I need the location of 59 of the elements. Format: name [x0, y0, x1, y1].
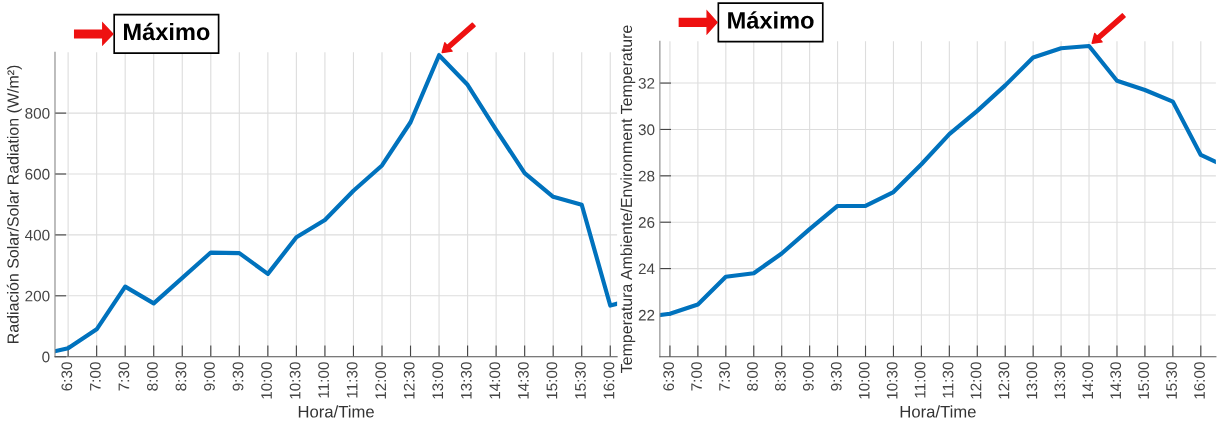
- text: Máximo: [728, 11, 814, 29]
- x-tick-label: 9:00: [802, 362, 814, 391]
- line-series: [54, 53, 618, 354]
- x-tick-label: 6:30: [61, 362, 73, 391]
- x-tick-label: 8:00: [747, 362, 758, 391]
- x-tick-label: 6:30: [663, 362, 675, 391]
- x-tick-label: 10:00: [261, 362, 272, 399]
- x-tick-label: 7:00: [691, 362, 702, 391]
- y-tick-label: 22: [638, 309, 655, 321]
- x-tick-label: 10:00: [858, 362, 870, 399]
- text: Máximo: [124, 22, 210, 41]
- y-tick-label: 800: [25, 107, 50, 119]
- x-tick-label: 11:00: [914, 362, 926, 398]
- x-tick-label: 14:30: [517, 362, 529, 399]
- x-tick-label: 12:30: [998, 362, 1010, 399]
- x-tick-label: 14:00: [489, 362, 501, 399]
- x-tick-label: 13:00: [1026, 362, 1038, 399]
- y-tick-label: 28: [638, 170, 655, 182]
- x-tick-label: 9:00: [204, 362, 215, 391]
- x-tick-label: 11:00: [318, 362, 330, 398]
- y-axis-title: Radiación Solar/Solar Radiation (W/m²): [6, 65, 22, 343]
- x-tick-label: 9:30: [830, 362, 842, 391]
- x-tick-label: 8:30: [175, 362, 187, 391]
- y-tick-label: 200: [25, 290, 50, 302]
- x-tick-label: 8:00: [147, 362, 158, 391]
- y-tick-label: 24: [638, 263, 655, 275]
- x-tick-label: 9:30: [232, 362, 244, 391]
- x-tick-label: 11:30: [942, 362, 954, 398]
- x-tick-label: 15:30: [575, 362, 586, 399]
- x-tick-label: 7:30: [118, 362, 130, 391]
- x-tick-label: 12:00: [970, 362, 982, 399]
- line-series: [659, 43, 1216, 318]
- y-tick-label: 30: [638, 124, 655, 136]
- x-tick-label: 16:00: [1194, 362, 1205, 399]
- x-tick-label: 14:30: [1110, 362, 1122, 399]
- y-tick-label: 0: [42, 351, 50, 363]
- y-tick-label: 400: [24, 229, 50, 241]
- y-tick-label: 32: [638, 77, 655, 89]
- x-tick-label: 8:30: [774, 362, 786, 391]
- x-tick-label: 13:00: [432, 362, 444, 399]
- x-tick-label: 7:30: [719, 362, 730, 391]
- y-tick-label: 600: [25, 168, 50, 180]
- x-tick-label: 10:30: [289, 362, 301, 399]
- x-tick-label: 14:00: [1082, 362, 1094, 399]
- x-axis-title: Hora/Time: [298, 405, 374, 418]
- x-tick-label: 13:30: [1054, 362, 1066, 399]
- x-tick-label: 12:30: [403, 362, 415, 399]
- x-tick-label: 15:00: [1138, 362, 1150, 399]
- x-tick-label: 10:30: [886, 362, 898, 399]
- x-axis-title: Hora/Time: [900, 405, 976, 418]
- y-tick-label: 26: [638, 217, 655, 228]
- y-axis-title: Temperatura Ambiente/Environment Temperature: [620, 25, 636, 373]
- x-tick-label: 7:00: [89, 362, 101, 391]
- x-tick-label: 15:00: [546, 362, 558, 399]
- x-tick-label: 15:30: [1166, 362, 1177, 399]
- x-tick-label: 13:30: [460, 362, 472, 399]
- x-tick-label: 12:00: [375, 362, 387, 399]
- x-tick-label: 16:00: [603, 362, 615, 399]
- x-tick-label: 11:30: [346, 362, 358, 398]
